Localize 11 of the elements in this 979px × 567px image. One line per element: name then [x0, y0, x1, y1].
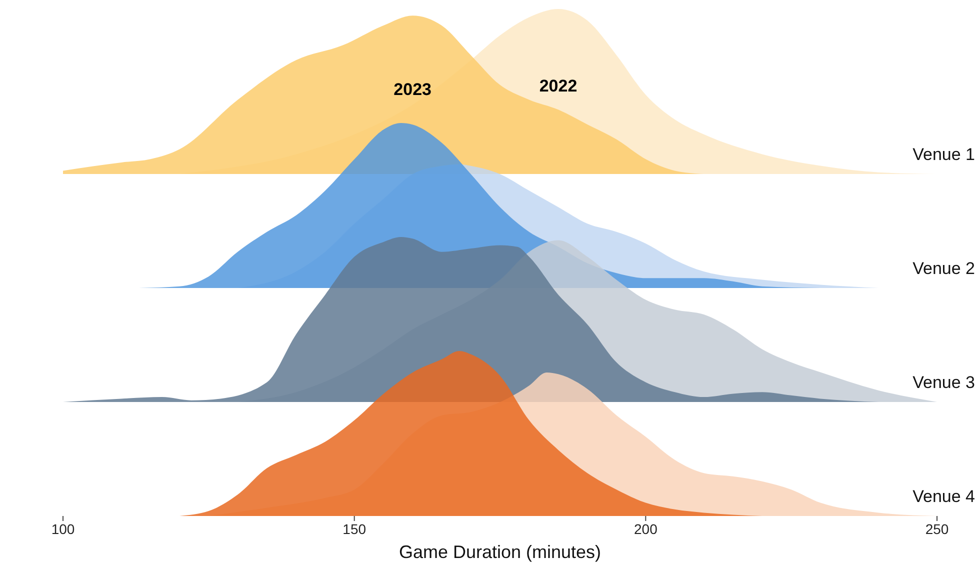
y-axis-title: Venue 4 — [912, 487, 975, 506]
y-axis-title: Venue 1 — [912, 145, 975, 164]
y-axis-title: Venue 2 — [912, 259, 975, 278]
x-axis-title: Game Duration (minutes) — [398, 542, 602, 562]
y-axis-title: Venue 3 — [912, 373, 975, 392]
x-tick-label: 150 — [342, 520, 366, 537]
series-label: 2023 — [394, 80, 432, 99]
x-tick-label: 200 — [634, 520, 658, 537]
x-tick-label: 250 — [925, 520, 949, 537]
x-tick-label: 100 — [51, 520, 75, 537]
series-label: 2022 — [539, 76, 578, 96]
